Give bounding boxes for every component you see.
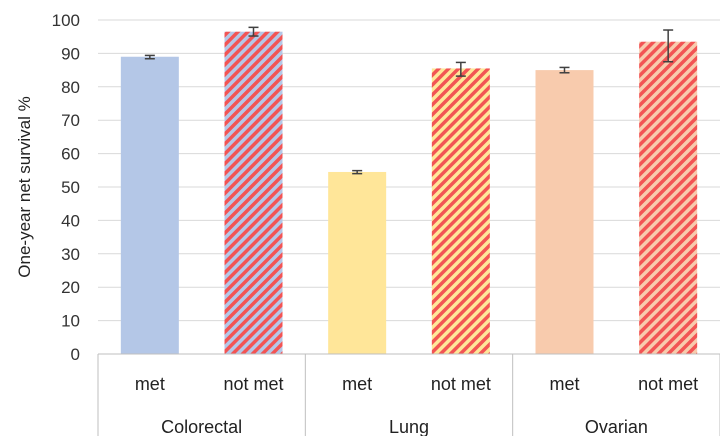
y-tick-labels: 0 10 20 30 40 50 60 70 80 90 100 xyxy=(52,11,80,364)
y-tick-label: 60 xyxy=(61,145,80,164)
bar xyxy=(328,171,387,354)
error-bars xyxy=(144,26,674,175)
axes xyxy=(97,353,720,436)
error-bar xyxy=(559,66,570,74)
category-label: met xyxy=(342,374,372,394)
bar xyxy=(639,41,698,355)
category-label: not met xyxy=(431,374,491,394)
error-bar xyxy=(663,29,674,63)
error-bar xyxy=(248,26,259,37)
y-tick-label: 90 xyxy=(61,44,80,63)
y-axis-label: One-year net survival % xyxy=(15,96,34,277)
group-label: Colorectal xyxy=(161,417,242,436)
bar xyxy=(535,70,594,354)
bar xyxy=(431,68,490,355)
error-bar xyxy=(455,61,466,77)
y-tick-label: 10 xyxy=(61,312,80,331)
y-tick-label: 100 xyxy=(52,11,80,30)
y-tick-label: 70 xyxy=(61,111,80,130)
bar xyxy=(224,31,283,354)
category-label: not met xyxy=(223,374,283,394)
category-label: met xyxy=(135,374,165,394)
y-tick-label: 30 xyxy=(61,245,80,264)
category-label: not met xyxy=(638,374,698,394)
bars xyxy=(120,31,698,355)
group-label: Lung xyxy=(389,417,429,436)
y-tick-label: 20 xyxy=(61,278,80,297)
category-label: met xyxy=(549,374,579,394)
y-tick-label: 0 xyxy=(71,345,80,364)
error-bar xyxy=(352,169,363,175)
y-tick-label: 80 xyxy=(61,78,80,97)
bar xyxy=(120,56,179,355)
group-label: Ovarian xyxy=(585,417,648,436)
gridlines xyxy=(98,19,720,322)
x-category-labels: met not met met not met met not met Colorectal… xyxy=(135,374,698,436)
y-tick-label: 50 xyxy=(61,178,80,197)
error-bar xyxy=(144,54,155,60)
y-tick-label: 40 xyxy=(61,211,80,230)
